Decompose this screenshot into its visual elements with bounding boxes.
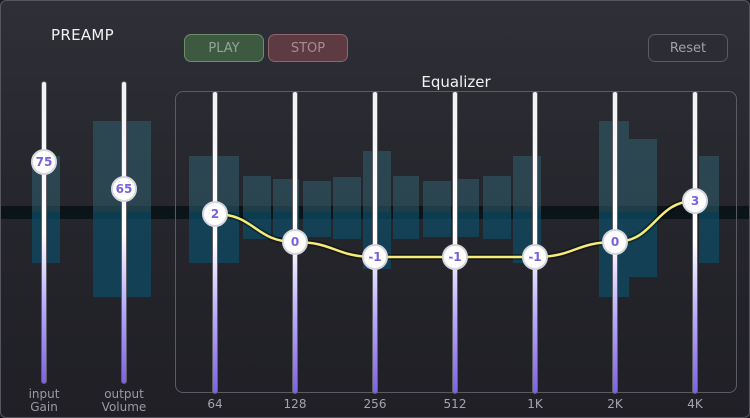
viz-bar-lower [423,212,451,237]
viz-bar-upper [333,177,361,212]
output-volume-label-line1: output [104,387,144,401]
stop-button[interactable]: STOP [268,34,348,62]
eq-band-freq-label: 512 [443,397,467,411]
eq-band-knob[interactable]: 3 [682,188,708,214]
eq-band-freq-label: 4K [687,397,703,411]
viz-bar-lower [393,212,419,239]
viz-bar-upper [243,176,271,212]
eq-band-freq-label: 1K [527,397,543,411]
viz-bar-lower [699,212,719,263]
play-button[interactable]: PLAY [184,34,264,62]
reset-button[interactable]: Reset [648,34,728,62]
input-gain-label-line2: Gain [30,400,58,414]
input-gain-label-line1: input [28,387,60,401]
eq-band-freq-label: 64 [207,397,223,411]
viz-bar-upper [423,181,451,212]
viz-bar-upper [483,176,511,212]
eq-band-track[interactable] [692,91,698,394]
eq-band-track[interactable] [532,91,538,394]
eq-band-knob[interactable]: 0 [602,229,628,255]
eq-band-freq-label: 128 [283,397,307,411]
eq-band-knob[interactable]: 0 [282,229,308,255]
eq-band-track[interactable] [372,91,378,394]
output-volume-track[interactable] [121,81,127,384]
viz-bar-lower [303,212,331,237]
input-gain-knob[interactable]: 75 [31,149,57,175]
eq-band-knob[interactable]: -1 [442,244,468,270]
viz-bar-lower [483,212,511,239]
eq-band-knob[interactable]: 2 [202,201,228,227]
viz-bar-upper [393,176,419,212]
viz-bar-upper [629,139,657,212]
eq-band-knob[interactable]: -1 [522,244,548,270]
input-gain-track[interactable] [41,81,47,384]
eq-band-freq-label: 2K [607,397,623,411]
output-volume-label-line2: Volume [101,400,147,414]
eq-band-knob[interactable]: -1 [362,244,388,270]
viz-bar-upper [303,181,331,212]
eq-band-freq-label: 256 [363,397,387,411]
eq-band-track[interactable] [212,91,218,394]
input-gain-label: input Gain [14,388,74,414]
output-volume-label: output Volume [94,388,154,414]
output-volume-knob[interactable]: 65 [111,176,137,202]
preamp-title: PREAMP [51,26,114,44]
viz-bar-lower [333,212,361,239]
equalizer-title: Equalizer [421,73,491,91]
eq-band-track[interactable] [452,91,458,394]
